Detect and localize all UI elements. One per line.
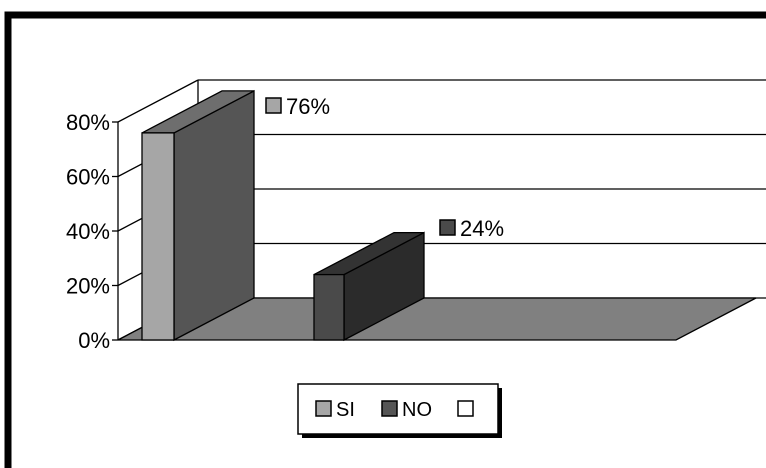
y-tick-label: 60%	[66, 165, 110, 190]
y-tick-label: 80%	[66, 110, 110, 135]
legend-swatch	[457, 400, 474, 417]
legend-label: NO	[402, 399, 432, 421]
legend-label: SI	[336, 399, 355, 421]
y-tick-label: 20%	[66, 274, 110, 299]
legend-entry: SI	[315, 399, 355, 421]
bar-front	[313, 273, 345, 341]
data-label-text: 76%	[286, 94, 330, 119]
bar-si	[141, 89, 255, 342]
y-tick-label: 40%	[66, 219, 110, 244]
data-label-text: 24%	[460, 216, 504, 241]
bar-front	[141, 132, 175, 341]
bar-side	[173, 89, 255, 342]
y-axis-ticks: 0% 20% 40% 60% 80%	[66, 110, 118, 353]
plot-area	[117, 79, 766, 341]
bars	[141, 89, 425, 342]
legend-entry	[457, 400, 474, 417]
data-label-key	[439, 219, 456, 236]
y-tick-label: 0%	[78, 328, 110, 353]
data-label: 24%	[439, 216, 504, 241]
legend-swatch	[315, 400, 332, 417]
gridline-side	[117, 79, 199, 123]
bar-no	[313, 231, 425, 342]
data-labels: 76% 24%	[265, 94, 504, 241]
data-label: 76%	[265, 94, 330, 119]
legend: SI NO	[297, 383, 502, 438]
data-label-key	[265, 97, 282, 114]
legend-swatch	[381, 400, 398, 417]
legend-entry: NO	[381, 399, 432, 421]
